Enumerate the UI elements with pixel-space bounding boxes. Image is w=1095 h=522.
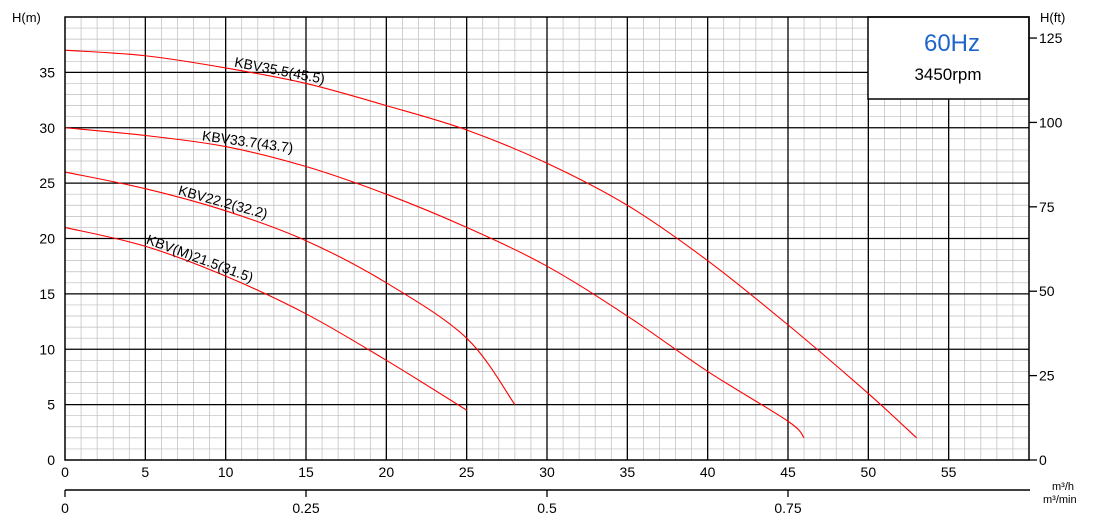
x-primary-axis-title: m³/h bbox=[1052, 481, 1074, 493]
x-primary-tick-label: 15 bbox=[298, 464, 314, 480]
x-secondary-tick-label: 0.5 bbox=[537, 500, 557, 516]
x-primary-tick-label: 10 bbox=[218, 464, 234, 480]
x-secondary-tick-label: 0.25 bbox=[292, 500, 319, 516]
info-box bbox=[867, 16, 1030, 100]
plot-frame bbox=[64, 16, 1030, 461]
curve-label-0: KBV35.5(45.5) bbox=[233, 54, 326, 87]
x-primary-axis: 0 5 10 15 20 25 30 35 40 45 50 55 bbox=[61, 464, 957, 480]
y-left-tick-label: 10 bbox=[39, 341, 55, 357]
y-right-tick-label: 75 bbox=[1039, 199, 1055, 215]
curve-0 bbox=[64, 49, 917, 439]
x-primary-tick-label: 25 bbox=[459, 464, 475, 480]
x-primary-tick-label: 35 bbox=[620, 464, 636, 480]
y-right-tick-label: 50 bbox=[1039, 283, 1055, 299]
x-primary-tick-label: 45 bbox=[780, 464, 796, 480]
x-secondary-axis-title: m³/min bbox=[1043, 494, 1077, 506]
x-primary-tick-label: 0 bbox=[61, 464, 69, 480]
y-left-tick-label: 20 bbox=[39, 231, 55, 247]
y-left-tick-label: 25 bbox=[39, 175, 55, 191]
x-primary-tick-label: 40 bbox=[700, 464, 716, 480]
y-right-axis: 0 25 50 75 100 125 bbox=[1029, 30, 1063, 468]
y-right-tick-label: 125 bbox=[1039, 30, 1063, 46]
speed-label: 3450rpm bbox=[914, 65, 981, 84]
major-grid bbox=[65, 17, 1029, 460]
x-primary-tick-label: 50 bbox=[861, 464, 877, 480]
y-left-tick-label: 35 bbox=[39, 64, 55, 80]
x-secondary-axis: 0 0.25 0.5 0.75 bbox=[61, 490, 802, 516]
y-right-axis-title: H(ft) bbox=[1040, 10, 1065, 25]
x-primary-tick-label: 5 bbox=[141, 464, 149, 480]
y-left-tick-label: 5 bbox=[47, 397, 55, 413]
frequency-label: 60Hz bbox=[924, 30, 980, 57]
x-primary-tick-label: 55 bbox=[941, 464, 957, 480]
y-right-tick-label: 0 bbox=[1039, 452, 1047, 468]
x-secondary-tick-label: 0.75 bbox=[774, 500, 801, 516]
curve-label-3: KBV(M)21.5(31.5) bbox=[144, 231, 255, 285]
x-secondary-tick-label: 0 bbox=[61, 500, 69, 516]
y-left-axis: 0 5 10 15 20 25 30 35 bbox=[39, 64, 55, 468]
y-left-tick-label: 0 bbox=[47, 452, 55, 468]
curve-1 bbox=[64, 127, 805, 439]
y-left-axis-title: H(m) bbox=[12, 10, 41, 25]
curve-3 bbox=[64, 226, 467, 411]
y-left-tick-label: 15 bbox=[39, 286, 55, 302]
y-right-tick-label: 100 bbox=[1039, 114, 1063, 130]
curve-label-2: KBV22.2(32.2) bbox=[177, 182, 270, 222]
y-left-tick-label: 30 bbox=[39, 120, 55, 136]
y-right-tick-label: 25 bbox=[1039, 368, 1055, 384]
x-primary-tick-label: 30 bbox=[539, 464, 555, 480]
curve-2 bbox=[64, 171, 516, 405]
pump-curves: KBV35.5(45.5)KBV33.7(43.7)KBV22.2(32.2)K… bbox=[64, 49, 917, 439]
x-primary-tick-label: 20 bbox=[379, 464, 395, 480]
